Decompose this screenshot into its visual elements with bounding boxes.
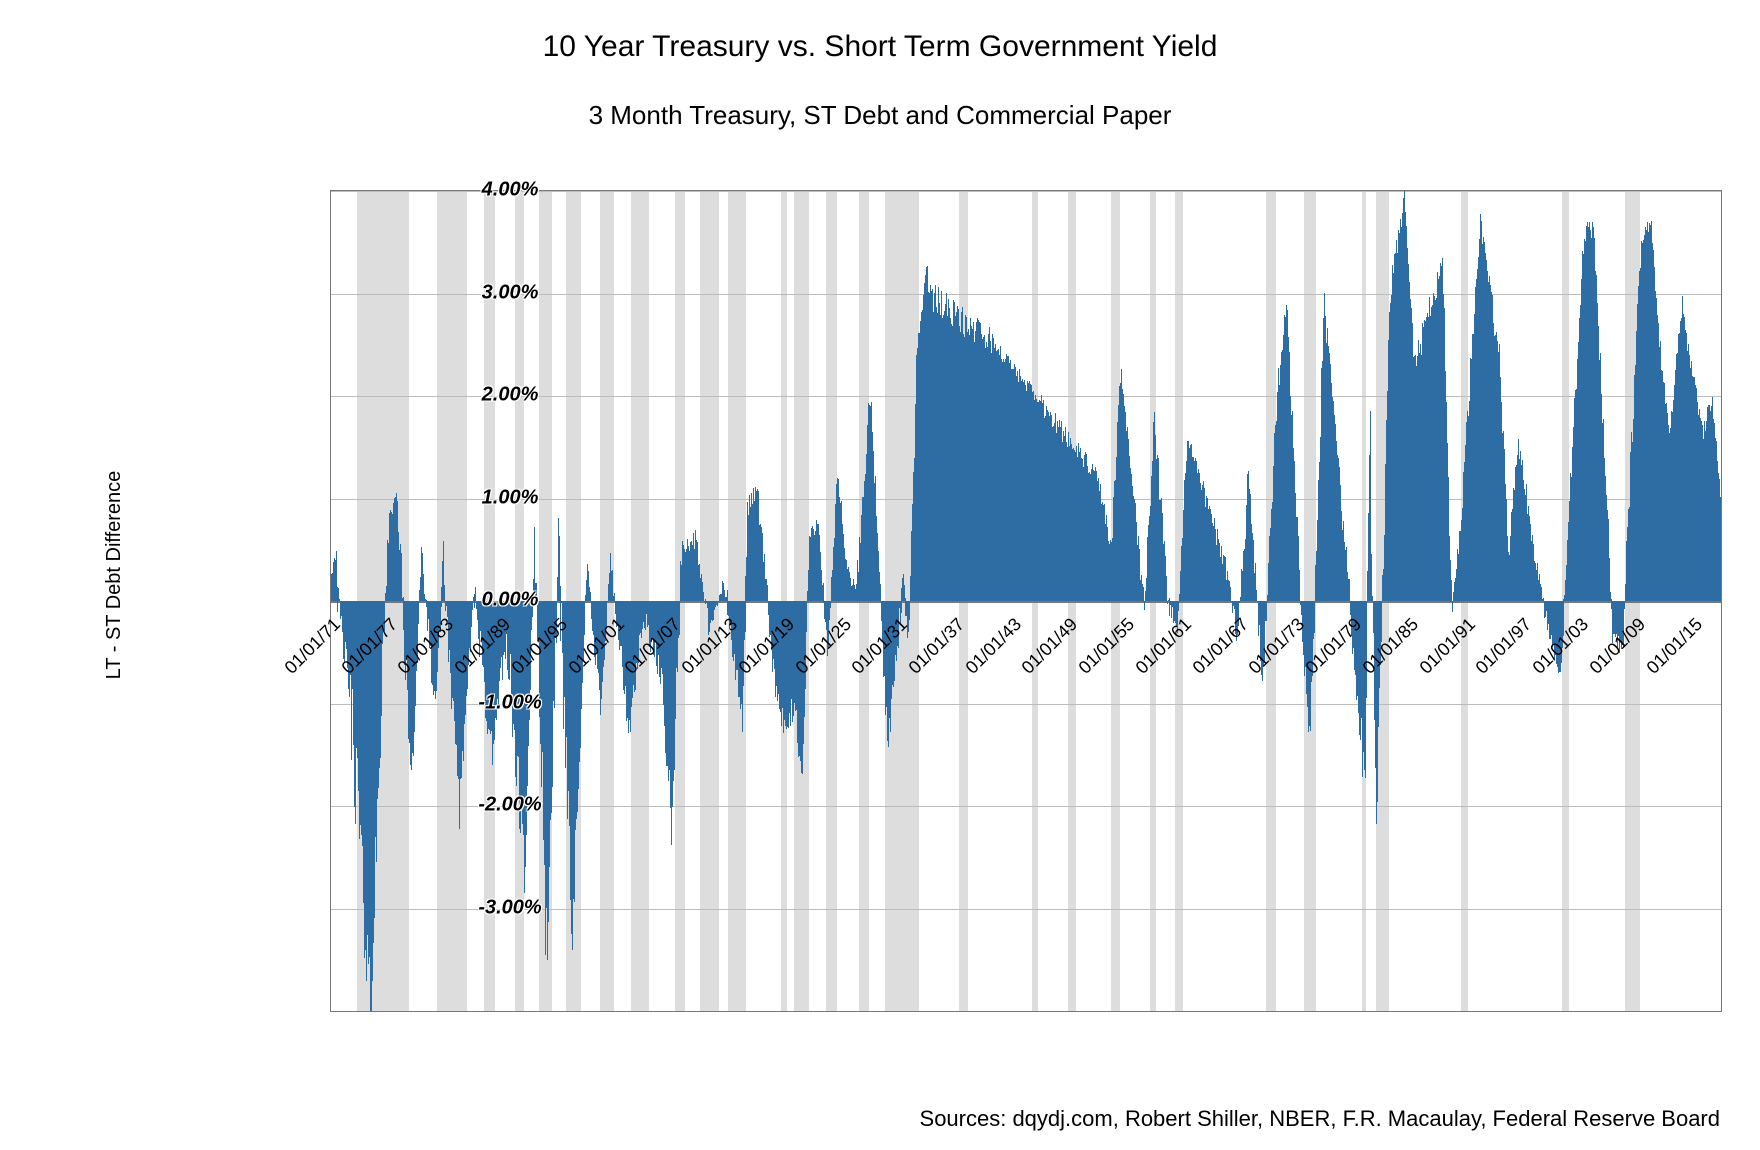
series-bar <box>1144 601 1145 610</box>
series-bar <box>384 601 385 631</box>
series-bar <box>901 601 902 613</box>
series-bar <box>1143 587 1144 601</box>
series-bar <box>532 601 533 617</box>
series-bar <box>909 601 910 604</box>
series-bar <box>1167 601 1168 604</box>
gridline <box>331 909 1721 910</box>
series-bar <box>1563 601 1564 636</box>
series-bar <box>472 601 473 610</box>
series-bar <box>767 585 768 601</box>
series-bar <box>1256 590 1257 601</box>
series-bar <box>1381 601 1382 620</box>
series-bar <box>560 586 561 601</box>
series-bar <box>745 601 746 632</box>
gridline <box>331 806 1721 807</box>
series-bar <box>1371 554 1372 601</box>
series-bar <box>418 601 419 613</box>
series-bar <box>1178 601 1179 611</box>
plot-inner <box>331 191 1721 1011</box>
series-bar <box>1366 601 1367 622</box>
series-bar <box>718 601 719 602</box>
series-bar <box>823 583 824 601</box>
series-bar <box>1624 601 1625 609</box>
series-bar <box>1451 580 1452 601</box>
series-bar <box>1452 601 1453 612</box>
series-bar <box>1721 507 1722 601</box>
series-bar <box>806 601 807 632</box>
series-bar <box>1238 601 1239 626</box>
series-bar <box>1452 601 1453 602</box>
series-bar <box>1299 594 1300 601</box>
plot-area <box>330 190 1722 1012</box>
chart-title: 10 Year Treasury vs. Short Term Governme… <box>0 30 1760 64</box>
gridline <box>331 294 1721 295</box>
gridline <box>331 191 1721 192</box>
series-bar <box>679 601 680 614</box>
series-bar <box>1230 587 1231 601</box>
chart-subtitle: 3 Month Treasury, ST Debt and Commercial… <box>0 100 1760 131</box>
series-bar <box>1239 601 1240 603</box>
gridline <box>331 1011 1721 1012</box>
series-bar <box>401 553 402 601</box>
series-bar <box>830 601 831 608</box>
series-bar <box>584 601 585 635</box>
series-bar <box>1166 576 1167 601</box>
series-bar <box>536 583 537 601</box>
series-bar <box>475 587 476 601</box>
series-bar <box>880 584 881 601</box>
series-bar <box>556 601 557 608</box>
series-bar <box>1314 601 1315 609</box>
plot-container: -3.00%-2.00%-1.00%0.00%1.00%2.00%3.00%4.… <box>120 190 1720 1010</box>
series-bar <box>1266 601 1267 612</box>
series-bar <box>444 585 445 601</box>
series-bar <box>727 590 728 601</box>
series-bar <box>337 601 338 612</box>
series-bar <box>1349 579 1350 601</box>
series-bar <box>614 593 615 601</box>
series-bar <box>607 601 608 602</box>
series-bar <box>441 601 442 607</box>
chart-source: Sources: dqydj.com, Robert Shiller, NBER… <box>920 1106 1720 1132</box>
series-bar <box>606 601 607 629</box>
series-bar <box>590 592 591 601</box>
